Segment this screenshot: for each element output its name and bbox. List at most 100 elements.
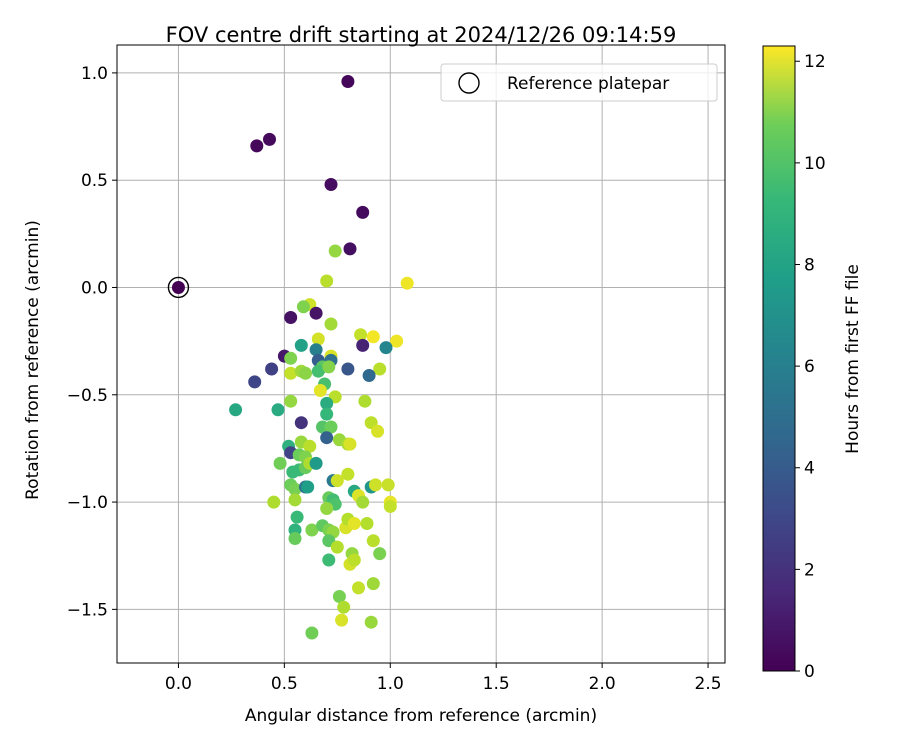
reference-point (167, 276, 190, 299)
colorbar-tick-label: 4 (804, 459, 815, 479)
scatter-point (352, 581, 365, 595)
scatter-point (337, 600, 351, 614)
scatter-point (343, 437, 357, 451)
scatter-point (341, 362, 355, 376)
scatter-point (296, 300, 310, 314)
x-tick-label: 2.0 (589, 674, 616, 694)
colorbar-tick-label: 12 (804, 52, 826, 72)
scatter-point (311, 332, 325, 346)
scatter-point (343, 242, 357, 256)
scatter-point (284, 351, 298, 365)
scatter-point (356, 338, 370, 352)
scatter-point (309, 343, 323, 357)
scatter-point (341, 467, 355, 481)
scatter-point (324, 420, 338, 434)
scatter-point (381, 478, 395, 492)
scatter-point (294, 338, 308, 352)
scatter-point (390, 334, 404, 348)
scatter-point (322, 553, 336, 567)
scatter-point (347, 517, 361, 530)
scatter-point (305, 523, 319, 537)
scatter-point (371, 424, 385, 438)
scatter-point (305, 626, 319, 640)
y-tick-label: −0.5 (67, 386, 108, 406)
y-tick-label: 1.0 (81, 64, 108, 84)
scatter-point (354, 328, 368, 342)
reference-point-ring (167, 276, 190, 299)
scatter-point (286, 465, 300, 479)
scatter-point (313, 384, 327, 397)
scatter-point (366, 577, 380, 591)
scatter-point (324, 178, 338, 191)
scatter-point (356, 495, 370, 509)
y-tick-label: −1.0 (67, 493, 108, 513)
y-tick-label: 0.0 (81, 278, 108, 298)
scatter-point (373, 547, 387, 561)
scatter-point (309, 306, 323, 320)
colorbar: 0 2 4 6 8 10 12 Hours from first FF file (762, 45, 863, 682)
legend: Reference platepar (440, 63, 718, 102)
scatter-point (301, 480, 315, 494)
x-tick-label: 2.5 (695, 674, 722, 694)
scatter-point (364, 615, 378, 629)
chart-title: FOV centre drift starting at 2024/12/26 … (166, 23, 677, 47)
colorbar-tick-label: 6 (804, 357, 815, 377)
scatter-point (400, 276, 414, 290)
scatter-point (379, 341, 393, 355)
scatter-point (303, 439, 317, 453)
scatter-point (311, 364, 325, 378)
scatter-point (330, 540, 344, 554)
plot-area-frame (116, 44, 726, 664)
scatter-point (229, 403, 243, 417)
scatter-point (320, 431, 334, 445)
scatter-point (284, 366, 298, 380)
legend-box (440, 63, 718, 102)
colorbar-label: Hours from first FF file (843, 264, 863, 454)
reference-point-dot (171, 280, 185, 294)
colorbar-gradient (762, 45, 796, 672)
colorbar-tick-label: 0 (804, 662, 815, 682)
scatter-point (324, 317, 338, 331)
scatter-point (284, 394, 298, 408)
scatter-point (360, 517, 374, 530)
scatter-point (356, 205, 370, 219)
grid (117, 45, 725, 663)
scatter-point (299, 366, 312, 380)
scatter-point (250, 139, 264, 153)
scatter-point (288, 482, 302, 496)
scatter-point (267, 495, 281, 509)
scatter-point (288, 532, 302, 545)
x-axis-ticks: 0.0 0.5 1.0 1.5 2.0 2.5 (165, 663, 722, 694)
scatter-point (347, 553, 361, 567)
legend-marker-icon (458, 72, 480, 94)
scatter-point (335, 613, 349, 627)
x-tick-label: 0.5 (271, 674, 298, 694)
scatter-point (294, 416, 308, 430)
scatter-point (330, 474, 344, 488)
x-tick-label: 1.5 (483, 674, 510, 694)
scatter-point (263, 132, 276, 146)
scatter-point (332, 590, 346, 603)
scatter-point (358, 394, 372, 408)
scatter-point (362, 369, 376, 382)
scatter-point (373, 362, 387, 376)
scatter-point (273, 456, 287, 470)
x-axis-label: Angular distance from reference (arcmin) (245, 706, 597, 726)
colorbar-tick-label: 2 (804, 560, 815, 580)
legend-entry-label: Reference platepar (507, 74, 669, 94)
scatter-point (320, 274, 334, 288)
y-axis-label: Rotation from reference (arcmin) (23, 220, 43, 500)
x-tick-label: 0.0 (165, 674, 192, 694)
y-tick-label: 0.5 (81, 171, 108, 191)
scatter-point (288, 493, 302, 507)
colorbar-tick-label: 8 (804, 255, 815, 275)
scatter-points (229, 75, 414, 640)
scatter-point (320, 396, 334, 410)
scatter-point (341, 75, 355, 88)
x-tick-label: 1.0 (377, 674, 404, 694)
y-axis-ticks: −1.5 −1.0 −0.5 0.0 0.5 1.0 (67, 64, 117, 620)
colorbar-tick-label: 10 (804, 154, 826, 174)
scatter-point (320, 407, 334, 421)
scatter-point (320, 502, 334, 515)
